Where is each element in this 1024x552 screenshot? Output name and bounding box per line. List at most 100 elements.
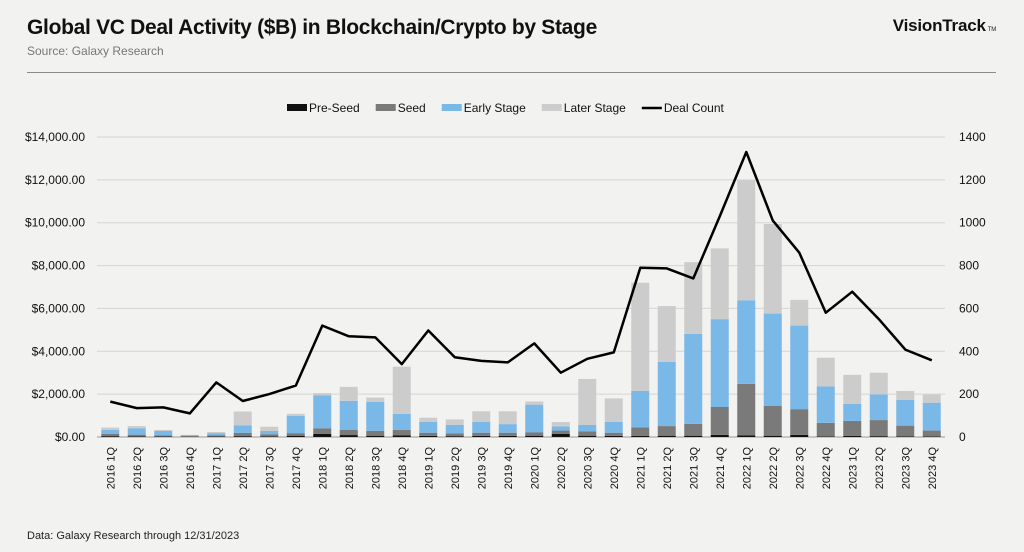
x-tick-label: 2019 3Q — [476, 447, 488, 490]
page-title: Global VC Deal Activity ($B) in Blockcha… — [27, 16, 597, 39]
bar-pre-seed — [127, 436, 146, 437]
bar-later-stage — [154, 429, 173, 431]
bar-pre-seed — [392, 435, 411, 437]
bar-later-stage — [869, 372, 888, 395]
bar-early-stage — [445, 424, 464, 434]
bar-later-stage — [233, 411, 252, 426]
bar-seed — [843, 420, 862, 436]
bar-seed — [233, 432, 252, 437]
bar-seed — [922, 430, 941, 437]
legend-label: Later Stage — [564, 101, 626, 115]
bar-pre-seed — [445, 436, 464, 437]
y-left-tick-label: $0.00 — [55, 430, 85, 444]
bar-pre-seed — [869, 436, 888, 437]
bar-later-stage — [578, 378, 597, 425]
x-tick-label: 2017 4Q — [291, 447, 303, 490]
bar-seed — [790, 409, 809, 435]
bar-early-stage — [472, 422, 491, 433]
bar-later-stage — [260, 426, 279, 431]
bar-early-stage — [525, 404, 544, 433]
bar-later-stage — [631, 282, 650, 391]
bar-early-stage — [154, 431, 173, 436]
x-tick-label: 2018 4Q — [397, 447, 409, 490]
x-tick-label: 2016 3Q — [158, 447, 170, 490]
x-tick-label: 2023 4Q — [927, 447, 939, 490]
x-tick-label: 2018 2Q — [344, 447, 356, 490]
x-tick-label: 2017 3Q — [264, 447, 276, 490]
legend-label: Deal Count — [664, 101, 725, 115]
x-tick-label: 2023 1Q — [847, 447, 859, 490]
bar-pre-seed — [286, 435, 305, 437]
bar-seed — [472, 432, 491, 436]
y-left-tick-label: $6,000.00 — [32, 301, 86, 315]
bar-later-stage — [896, 390, 915, 400]
y-left-tick-label: $4,000.00 — [32, 344, 86, 358]
bar-early-stage — [790, 325, 809, 410]
bar-early-stage — [657, 361, 676, 427]
bar-seed — [578, 431, 597, 436]
bar-early-stage — [207, 433, 226, 436]
bar-early-stage — [869, 394, 888, 421]
y-right-tick-label: 800 — [959, 259, 979, 273]
bar-early-stage — [710, 319, 729, 407]
x-tick-label: 2019 1Q — [423, 447, 435, 490]
bar-pre-seed — [604, 435, 623, 437]
x-tick-label: 2022 4Q — [821, 447, 833, 490]
bar-later-stage — [313, 393, 332, 396]
bar-seed — [419, 432, 438, 436]
bar-seed — [631, 427, 650, 436]
bar-later-stage — [710, 248, 729, 320]
bar-early-stage — [366, 401, 385, 431]
bar-seed — [127, 434, 146, 437]
bar-later-stage — [472, 411, 491, 422]
bar-early-stage — [578, 425, 597, 432]
x-tick-label: 2018 3Q — [370, 447, 382, 490]
bar-pre-seed — [710, 434, 729, 437]
bar-later-stage — [445, 419, 464, 425]
bar-early-stage — [604, 422, 623, 433]
bar-later-stage — [127, 426, 146, 429]
y-left-tick-label: $12,000.00 — [25, 173, 85, 187]
y-right-tick-label: 1000 — [959, 216, 986, 230]
bar-seed — [339, 429, 358, 436]
brand-name: VisionTrack — [892, 16, 986, 35]
bar-early-stage — [498, 424, 517, 433]
x-tick-label: 2021 1Q — [635, 447, 647, 490]
bar-seed — [551, 430, 570, 434]
bar-seed — [286, 433, 305, 436]
bar-seed — [710, 407, 729, 435]
bar-early-stage — [551, 426, 570, 431]
bar-early-stage — [260, 431, 279, 435]
bar-early-stage — [392, 413, 411, 430]
legend-swatch — [287, 104, 307, 111]
bar-early-stage — [737, 300, 756, 384]
bar-pre-seed — [763, 435, 782, 437]
bar-later-stage — [101, 427, 120, 430]
bar-later-stage — [525, 401, 544, 405]
bar-pre-seed — [551, 433, 570, 437]
bar-early-stage — [233, 425, 252, 433]
header-divider — [27, 72, 996, 73]
bar-pre-seed — [419, 435, 438, 437]
y-left-tick-label: $10,000.00 — [25, 216, 85, 230]
bar-seed — [154, 435, 173, 437]
bar-later-stage — [207, 432, 226, 434]
bar-seed — [816, 422, 835, 437]
bar-later-stage — [392, 366, 411, 414]
x-tick-label: 2020 3Q — [582, 447, 594, 490]
x-tick-label: 2016 2Q — [132, 447, 144, 490]
bar-early-stage — [843, 403, 862, 421]
bar-later-stage — [816, 357, 835, 387]
bar-pre-seed — [525, 435, 544, 437]
bar-early-stage — [684, 333, 703, 424]
bar-seed — [180, 435, 199, 437]
y-left-tick-label: $14,000.00 — [25, 130, 85, 144]
x-tick-label: 2022 1Q — [741, 447, 753, 490]
bar-pre-seed — [843, 435, 862, 437]
bar-early-stage — [127, 428, 146, 435]
bar-early-stage — [922, 402, 941, 431]
y-left-tick-label: $2,000.00 — [32, 387, 86, 401]
bar-seed — [392, 429, 411, 436]
bar-seed — [869, 420, 888, 437]
